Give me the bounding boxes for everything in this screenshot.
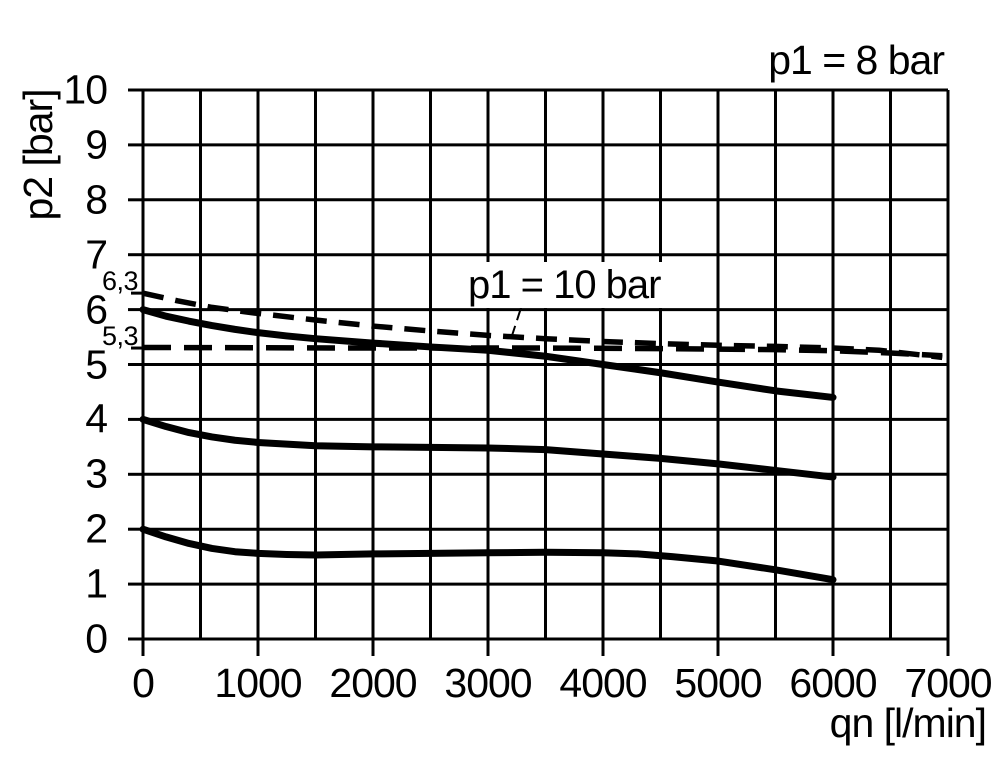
curve-p1-8bar-setting-4bar <box>139 415 837 481</box>
y-tick-label-2: 2 <box>85 505 108 552</box>
y-tick-label-extra-5.3: 5,3 <box>101 321 139 352</box>
curve-p1-8bar-setting-6bar <box>139 306 837 401</box>
x-tick-label-1000: 1000 <box>214 660 302 706</box>
curve-p1-10bar-dashed <box>142 290 943 361</box>
y-axis-label: p2 [bar] <box>15 89 61 221</box>
curve-reference-5-3bar-dashed <box>142 344 943 359</box>
x-tick-label-5000: 5000 <box>674 660 762 706</box>
x-axis-label: qn [l/min] <box>829 700 987 746</box>
y-tick-label-6: 6 <box>85 286 108 333</box>
x-tick-label-4000: 4000 <box>559 660 647 706</box>
y-tick-label-8: 8 <box>85 176 108 223</box>
chart-title: p1 = 8 bar <box>768 37 945 83</box>
x-tick-label-3000: 3000 <box>444 660 532 706</box>
annotation-leader-line <box>510 306 523 340</box>
y-tick-label-9: 9 <box>85 121 108 168</box>
y-tick-label-0: 0 <box>85 615 108 662</box>
y-tick-label-5: 5 <box>85 341 108 387</box>
y-tick-label-1: 1 <box>85 560 108 607</box>
y-tick-label-10: 10 <box>63 66 108 113</box>
x-tick-label-6000: 6000 <box>789 660 877 706</box>
y-tick-label-3: 3 <box>85 450 108 497</box>
y-tick-label-4: 4 <box>85 395 108 442</box>
y-tick-label-7: 7 <box>85 231 108 278</box>
annotation-p1-10bar: p1 = 10 bar <box>461 262 668 308</box>
y-tick-label-extra-6.3: 6,3 <box>101 266 139 297</box>
curve-p1-8bar-setting-2bar <box>139 525 837 584</box>
x-tick-label-7000: 7000 <box>904 660 992 706</box>
x-tick-label-0: 0 <box>132 660 155 706</box>
x-tick-label-2000: 2000 <box>329 660 417 706</box>
